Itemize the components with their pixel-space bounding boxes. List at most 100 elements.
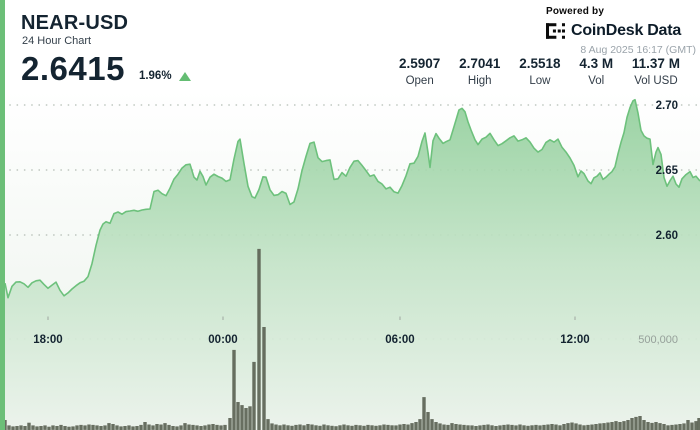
volume-bar: [466, 425, 470, 430]
volume-bar: [203, 425, 207, 430]
volume-bar: [282, 424, 286, 430]
stat-value: 2.7041: [459, 56, 501, 71]
stat-label: High: [467, 75, 492, 87]
volume-bar: [662, 424, 666, 430]
volume-bar: [634, 416, 638, 430]
volume-bar: [342, 424, 346, 430]
price-area: [5, 99, 700, 430]
volume-bar: [697, 418, 700, 430]
volume-bar: [498, 425, 502, 430]
volume-bar: [63, 426, 67, 430]
volume-bar: [266, 419, 270, 430]
volume-bar: [123, 426, 127, 430]
price-change-percent: 1.96%: [138, 70, 172, 82]
volume-bar: [442, 424, 446, 430]
volume-bar: [370, 425, 374, 430]
volume-bar: [195, 425, 199, 430]
volume-bar: [546, 424, 550, 430]
volume-bar: [422, 397, 426, 430]
accent-stripe: [0, 0, 5, 430]
stat-value: 2.5518: [519, 56, 561, 71]
volume-bar: [143, 422, 147, 430]
volume-bar: [95, 425, 99, 430]
volume-bar: [526, 425, 530, 430]
stat-value: 2.5907: [399, 56, 441, 71]
volume-bar: [506, 424, 510, 430]
volume-bar: [586, 424, 590, 430]
volume-bar: [494, 426, 498, 430]
volume-bar: [223, 424, 227, 430]
volume-bar: [686, 420, 690, 430]
volume-bar: [646, 422, 650, 430]
change-up-icon: [178, 72, 191, 81]
volume-bar: [354, 424, 358, 430]
volume-bar: [19, 425, 23, 430]
volume-bar: [390, 425, 394, 430]
volume-bar: [47, 426, 51, 430]
volume-bar: [219, 425, 223, 430]
volume-bar: [446, 424, 450, 430]
volume-bar: [426, 412, 430, 430]
volume-bar: [75, 425, 79, 430]
volume-bar: [131, 426, 135, 430]
volume-bar: [574, 423, 578, 430]
volume-bar: [71, 426, 75, 430]
volume-bar: [434, 422, 438, 430]
volume-bar: [211, 424, 215, 430]
volume-bar: [191, 424, 195, 430]
volume-bar: [554, 424, 558, 430]
volume-bar: [470, 425, 474, 430]
volume-bar: [614, 421, 618, 430]
volume-bar: [618, 422, 622, 430]
price-chart[interactable]: 2.70 2.65 2.60 500,000 18:00 00:00 06:00 12:00: [0, 90, 700, 430]
volume-bar: [478, 425, 482, 430]
stat-label: Vol USD: [634, 75, 678, 87]
time-tick-label: 18:00: [33, 334, 62, 346]
volume-bar: [638, 416, 642, 430]
volume-bar: [474, 426, 478, 430]
stat-label: Vol: [588, 75, 605, 87]
volume-bar: [578, 424, 582, 430]
volume-bar: [83, 425, 87, 430]
volume-bar: [207, 424, 211, 430]
volume-bar: [674, 424, 678, 430]
volume-bar: [248, 406, 252, 430]
volume-bar: [3, 420, 7, 430]
powered-by-label: Powered by: [546, 6, 605, 17]
volume-bar: [338, 425, 342, 430]
volume-bar: [240, 405, 244, 430]
volume-bar: [398, 424, 402, 430]
stat-value: 4.3 M: [579, 56, 614, 71]
volume-bar: [262, 327, 266, 430]
volume-bar: [350, 425, 354, 430]
stat-high: 2.7041 High: [459, 56, 500, 87]
volume-bar: [147, 424, 151, 430]
volume-bar: [510, 424, 514, 430]
volume-bar: [438, 423, 442, 430]
stat-vol-usd: 11.37 M Vol USD: [632, 56, 680, 87]
volume-bar: [594, 424, 598, 430]
time-tick: [222, 316, 224, 320]
volume-bar: [334, 426, 338, 430]
stat-vol: 4.3 M Vol: [579, 56, 613, 87]
volume-bar: [514, 425, 518, 430]
volume-bar: [215, 424, 219, 430]
volume-bar: [358, 425, 362, 430]
volume-bar: [626, 420, 630, 430]
volume-bar: [694, 421, 698, 430]
volume-bar: [382, 424, 386, 430]
brand-logo-row[interactable]: CoinDesk Data: [546, 22, 696, 40]
volume-bar: [414, 422, 418, 430]
stat-value: 11.37 M: [631, 56, 680, 71]
volume-bar: [550, 424, 554, 430]
volume-bar: [418, 419, 422, 430]
volume-bar: [11, 426, 15, 430]
volume-bar: [236, 402, 240, 430]
volume-bar: [167, 424, 171, 430]
volume-bar: [454, 424, 458, 430]
volume-bar: [530, 425, 534, 430]
volume-bar: [622, 421, 626, 430]
volume-bar: [326, 425, 330, 430]
volume-bar: [139, 424, 143, 430]
